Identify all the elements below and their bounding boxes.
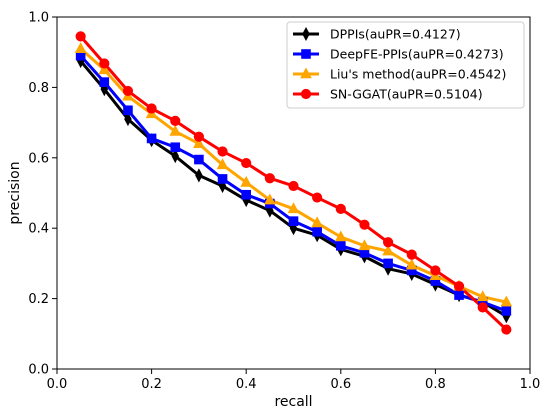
legend-item-dppis-aupr-0-4127: DPPIs(auPR=0.4127)	[293, 27, 461, 42]
legend-marker	[302, 26, 310, 42]
data-point	[336, 241, 346, 251]
legend: DPPIs(auPR=0.4127) DeepFE-PPIs(auPR=0.427…	[286, 21, 525, 109]
data-point	[454, 290, 464, 300]
legend-label: Liu's method(auPR=0.4542)	[330, 67, 506, 82]
data-point	[287, 202, 300, 214]
data-point	[216, 158, 229, 170]
series-markers	[74, 31, 513, 335]
data-point	[359, 219, 370, 230]
data-point	[453, 281, 465, 292]
data-point	[123, 105, 133, 116]
y-tick-label: 0.8	[28, 81, 49, 96]
data-point	[501, 324, 512, 335]
y-axis-title: precision	[7, 161, 23, 224]
data-point	[122, 85, 134, 97]
y-tick-label: 1.0	[28, 11, 49, 26]
data-point	[193, 137, 205, 149]
data-point	[99, 58, 110, 69]
data-point	[500, 295, 513, 307]
data-point	[358, 239, 371, 251]
y-tick-label: 0.6	[28, 151, 49, 166]
data-point	[193, 131, 204, 142]
data-point	[124, 112, 132, 127]
data-point	[501, 306, 512, 316]
plot-frame	[56, 16, 531, 370]
data-point	[241, 157, 252, 169]
data-point	[406, 249, 417, 260]
y-tick-label: 0.2	[28, 292, 49, 307]
x-axis-title: recall	[274, 394, 312, 410]
x-tick-label: 0.0	[47, 377, 68, 392]
y-axis-ticks: 0.0 0.2 0.4 0.6 0.8 1.0	[28, 11, 57, 378]
legend-item-liu-s-method-aupr-0-4542: Liu's method(auPR=0.4542)	[293, 67, 506, 82]
legend-label: SN-GGAT(auPR=0.5104)	[330, 87, 483, 102]
x-tick-label: 0.6	[330, 377, 351, 392]
x-tick-label: 0.2	[141, 377, 162, 392]
legend-marker	[300, 88, 312, 100]
data-point	[146, 103, 157, 114]
data-point	[264, 193, 276, 205]
data-point	[476, 290, 489, 302]
data-point	[477, 302, 488, 313]
data-point	[240, 175, 253, 187]
data-point	[382, 244, 394, 256]
legend-label: DPPIs(auPR=0.4127)	[330, 27, 461, 42]
x-tick-label: 0.4	[236, 377, 257, 392]
legend-label: DeepFE-PPIs(auPR=0.4273)	[330, 47, 504, 62]
data-point	[217, 174, 228, 184]
series-points-sn-ggat-aupr-0-5104	[75, 31, 512, 335]
legend-item-sn-ggat-aupr-0-5104: SN-GGAT(auPR=0.5104)	[293, 87, 483, 102]
data-point	[312, 192, 323, 203]
data-point	[99, 77, 110, 87]
x-tick-label: 1.0	[520, 377, 541, 392]
data-point	[335, 203, 346, 214]
data-point	[383, 258, 393, 269]
data-point	[311, 216, 323, 228]
data-point	[288, 180, 299, 192]
data-point	[288, 216, 299, 226]
data-point	[217, 146, 228, 157]
data-point	[75, 31, 86, 42]
x-axis-ticks: 0.0 0.2 0.4 0.6 0.8 1.0	[47, 369, 541, 392]
data-point	[171, 148, 180, 164]
data-point	[146, 133, 157, 144]
data-point	[74, 42, 87, 53]
data-point	[430, 265, 441, 276]
data-point	[312, 226, 322, 237]
y-tick-label: 0.0	[28, 363, 49, 378]
data-point	[98, 63, 111, 75]
x-tick-label: 0.8	[425, 377, 446, 392]
legend-item-deepfe-ppis-aupr-0-4273: DeepFE-PPIs(auPR=0.4273)	[293, 47, 504, 62]
data-point	[170, 115, 181, 126]
legend-marker	[301, 49, 311, 59]
data-point	[194, 154, 204, 165]
data-point	[264, 173, 275, 184]
data-point	[383, 237, 394, 248]
legend-marker	[300, 67, 312, 79]
data-point	[195, 168, 203, 183]
series-points-deepfe-ppis-aupr-0-4273	[75, 50, 512, 316]
y-tick-label: 0.4	[28, 222, 49, 237]
data-point	[405, 258, 418, 270]
data-point	[334, 230, 347, 242]
legend-box	[286, 21, 525, 109]
data-point	[241, 189, 251, 200]
data-point	[170, 142, 181, 153]
data-point	[169, 124, 182, 136]
